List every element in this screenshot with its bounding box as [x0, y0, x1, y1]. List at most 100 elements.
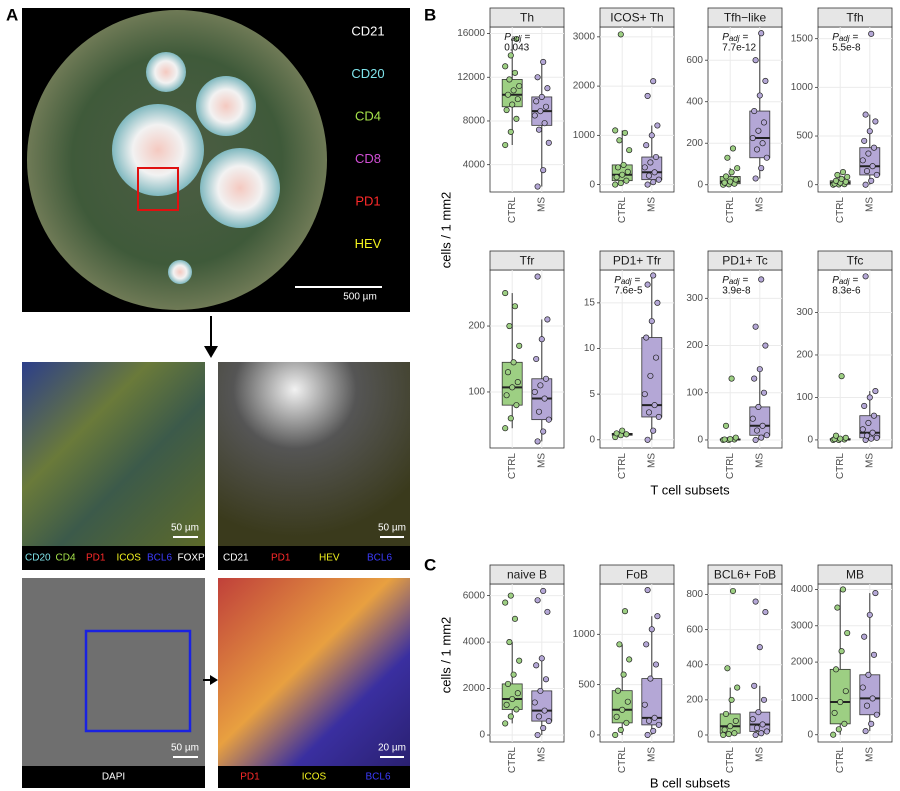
x-tick-label: MS: [536, 197, 547, 212]
channel-label: PD1: [271, 553, 291, 564]
strip: [489, 250, 565, 271]
annotation: Padj =: [832, 275, 858, 286]
data-point: [513, 115, 520, 122]
y-tick-label: 100: [468, 387, 485, 398]
channel-label: HEV: [355, 236, 382, 251]
data-point: [516, 342, 523, 349]
data-point: [650, 179, 657, 186]
x-tick-label: MS: [646, 747, 657, 762]
data-point: [506, 322, 513, 330]
data-point: [749, 716, 756, 723]
data-point: [832, 666, 840, 673]
channel-label: PD1: [240, 772, 260, 783]
x-tick-label: CTRL: [617, 197, 628, 224]
data-point: [643, 641, 650, 648]
data-point: [535, 126, 543, 133]
data-point: [749, 134, 756, 142]
scale-label: 50 µm: [171, 523, 199, 534]
data-point: [872, 388, 879, 395]
data-point: [541, 395, 548, 402]
data-point: [502, 425, 509, 432]
y-tick-label: 300: [796, 307, 813, 318]
data-point: [507, 128, 514, 135]
data-point: [863, 432, 871, 439]
channel-label: BCL6: [367, 553, 392, 564]
panel-title: PD1+ Tfr: [613, 254, 661, 268]
data-point: [540, 58, 547, 66]
annotation: Padj =: [722, 32, 748, 43]
box: [859, 674, 881, 716]
data-point: [541, 120, 548, 127]
y-tick-label: 600: [686, 624, 703, 635]
data-point: [619, 706, 626, 713]
p-equals: =: [853, 275, 859, 286]
x-tick-label: MS: [536, 453, 547, 468]
x-tick-label: MS: [864, 197, 875, 212]
data-point: [614, 687, 622, 694]
data-point: [514, 379, 521, 386]
data-point: [648, 626, 655, 633]
y-tick-label: 10: [584, 343, 596, 354]
data-point: [838, 648, 845, 655]
x-tick-label: CTRL: [835, 197, 846, 224]
p-value: 8.3e-6: [832, 286, 861, 297]
data-point: [763, 728, 770, 735]
x-tick-label: MS: [754, 453, 765, 468]
channel-label: ICOS: [117, 553, 142, 564]
annotation: Padj =: [722, 275, 748, 286]
image-bottom-right: [218, 578, 410, 766]
label-strip: [218, 766, 410, 788]
data-point: [870, 144, 878, 151]
data-point: [762, 609, 769, 616]
data-point: [727, 723, 734, 730]
data-point: [724, 665, 731, 672]
data-point: [728, 375, 735, 382]
data-point: [614, 164, 622, 171]
data-point: [861, 633, 868, 640]
data-point: [651, 169, 658, 176]
data-point: [648, 318, 655, 325]
data-point: [760, 389, 768, 396]
data-point: [534, 438, 541, 445]
data-point: [617, 31, 624, 38]
data-point: [752, 598, 759, 605]
data-point: [762, 77, 769, 85]
data-point: [502, 63, 509, 70]
x-tick-label: CTRL: [507, 747, 518, 774]
data-point: [756, 366, 763, 373]
data-point: [534, 74, 541, 81]
data-point: [727, 178, 734, 185]
data-point: [873, 434, 880, 441]
y-tick-label: 4000: [463, 159, 486, 170]
data-point: [839, 168, 847, 176]
data-point: [859, 157, 866, 164]
data-point: [510, 359, 517, 366]
data-point: [647, 372, 654, 379]
data-point: [503, 701, 510, 708]
data-point: [729, 145, 737, 152]
data-point: [862, 181, 869, 188]
p-equals: =: [635, 275, 641, 286]
data-point: [859, 684, 866, 691]
x-axis-label: T cell subsets: [650, 482, 730, 497]
follicle: [112, 104, 204, 196]
data-point: [616, 641, 623, 648]
y-tick-label: 2000: [463, 683, 486, 694]
data-point: [534, 597, 541, 604]
y-tick-label: 5: [589, 389, 595, 400]
data-point: [623, 431, 630, 438]
data-point: [617, 180, 624, 187]
data-point: [728, 169, 735, 176]
panel-title: Tfc: [847, 254, 864, 268]
data-point: [732, 717, 739, 724]
data-point: [760, 696, 768, 703]
p-equals: =: [743, 32, 749, 43]
data-point: [534, 273, 541, 280]
data-point: [724, 154, 731, 161]
data-point: [727, 435, 734, 443]
p-subscript: adj: [839, 34, 850, 43]
annotation: Padj =: [832, 32, 858, 43]
data-point: [844, 629, 851, 637]
data-point: [537, 108, 544, 115]
